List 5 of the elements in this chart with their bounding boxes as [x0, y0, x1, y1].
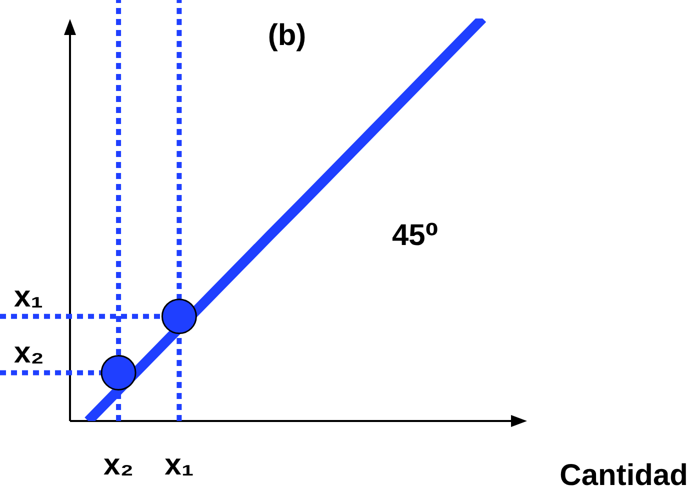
- annotation: 45⁰: [392, 219, 439, 252]
- chart-title: (b): [268, 19, 306, 52]
- ref-line-label: x₁: [14, 280, 44, 314]
- ref-line-label: x₂: [14, 336, 44, 370]
- x-axis-title: Cantidad: [560, 459, 688, 492]
